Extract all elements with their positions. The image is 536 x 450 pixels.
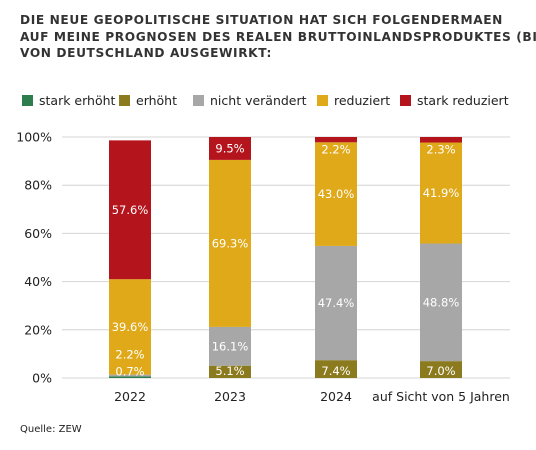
data-label-2023-reduziert-6: 69.3% [212, 236, 249, 250]
y-tick-label-60: 60% [24, 226, 52, 241]
bar-auf-sicht-von-5-jahren-nicht-veraendert [420, 243, 462, 362]
bar-2024-stark-reduziert [315, 137, 357, 143]
legend-label-erhoeht: erhöht [136, 93, 178, 108]
stacked-bar-chart: 0% 20% 40% 60% 80% 100% 2022 2023 2024 auf Sicht … [16, 130, 510, 404]
x-tick-label-2024: 2024 [320, 389, 352, 404]
y-tick-label-80: 80% [24, 178, 52, 193]
bar-2022-nicht-veraendert [109, 374, 151, 377]
legend-swatch-nicht-veraendert [193, 95, 204, 106]
data-label-auf-sicht-von-5-jahren-erhoeht-12: 7.0% [426, 364, 455, 378]
y-tick-label-20: 20% [24, 322, 52, 337]
bar-2023-stark-reduziert [209, 137, 251, 160]
chart-title: DIE NEUE GEOPOLITISCHE SITUATION HAT SIC… [20, 12, 536, 62]
data-label-2023-nicht-veraendert-5: 16.1% [212, 339, 249, 353]
chart-title-line-3: VON DEUTSCHLAND AUSGEWIRKT: [20, 46, 272, 60]
data-label-2022-nicht-veraendert-0: 0.7% [115, 364, 144, 378]
bar-auf-sicht-von-5-jahren-stark-reduziert [420, 137, 462, 143]
data-label-auf-sicht-von-5-jahren-reduziert-14: 41.9% [423, 186, 460, 200]
data-label-2022-reduziert-2: 39.6% [112, 320, 149, 334]
legend-swatch-reduziert [317, 95, 328, 106]
legend-swatch-stark-reduziert [400, 95, 411, 106]
data-label-auf-sicht-von-5-jahren-reduziert-15: 2.3% [426, 143, 455, 157]
data-label-2024-nicht-veraendert-9: 47.4% [318, 296, 355, 310]
chart-title-line-2: AUF MEINE PROGNOSEN DES REALEN BRUTTOINL… [20, 29, 536, 44]
legend-label-stark-erhoeht: stark erhöht [39, 93, 116, 108]
legend-swatch-stark-erhoeht [22, 95, 33, 106]
bar-2024-nicht-veraendert [315, 245, 357, 361]
y-tick-label-0: 0% [32, 371, 52, 386]
legend-label-reduziert: reduziert [334, 93, 391, 108]
bar-auf-sicht-von-5-jahren-erhoeht [420, 361, 462, 378]
data-label-auf-sicht-von-5-jahren-nicht-veraendert-13: 48.8% [423, 295, 460, 309]
data-label-2024-erhoeht-8: 7.4% [321, 364, 350, 378]
source-note: Quelle: ZEW [20, 424, 82, 435]
bar-2023-reduziert [209, 159, 251, 327]
bar-2022-reduziert [109, 279, 151, 375]
data-label-2023-erhoeht-4: 5.1% [215, 364, 244, 378]
x-tick-label-2023: 2023 [214, 389, 246, 404]
data-label-2022-reduziert-1: 2.2% [115, 348, 144, 362]
data-label-2022-stark-reduziert-3: 57.6% [112, 203, 149, 217]
bar-2024-erhoeht [315, 360, 357, 378]
bar-2022-stark-reduziert [109, 140, 151, 280]
bar-auf-sicht-von-5-jahren-reduziert [420, 142, 462, 244]
bar-2023-nicht-veraendert [209, 326, 251, 366]
chart-title-line-1: DIE NEUE GEOPOLITISCHE SITUATION HAT SIC… [20, 13, 503, 27]
legend-label-stark-reduziert: stark reduziert [417, 93, 509, 108]
bar-2023-erhoeht [209, 365, 251, 378]
legend-swatch-erhoeht [119, 95, 130, 106]
x-tick-label-auf-sicht-von-5-jahren: auf Sicht von 5 Jahren [372, 389, 510, 404]
y-tick-label-100: 100% [16, 130, 52, 145]
legend-label-nicht-veraendert: nicht verändert [210, 93, 307, 108]
bar-2024-reduziert [315, 142, 357, 246]
bar-2022-stark-erhoeht [109, 376, 151, 378]
data-label-2023-stark-reduziert-7: 9.5% [215, 141, 244, 155]
y-tick-label-40: 40% [24, 274, 52, 289]
data-label-2024-reduziert-10: 43.0% [318, 187, 355, 201]
data-label-2024-reduziert-11: 2.2% [321, 142, 350, 156]
x-tick-label-2022: 2022 [114, 389, 146, 404]
